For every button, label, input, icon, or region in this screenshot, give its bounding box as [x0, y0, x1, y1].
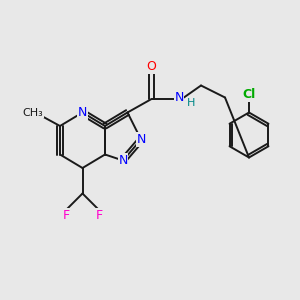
Text: O: O [147, 60, 156, 74]
Text: H: H [187, 98, 195, 108]
Text: Cl: Cl [242, 88, 256, 101]
Text: F: F [95, 209, 103, 222]
Text: N: N [78, 106, 87, 119]
Text: CH₃: CH₃ [22, 107, 44, 118]
Text: N: N [136, 133, 146, 146]
Text: N: N [174, 91, 184, 104]
Text: F: F [62, 209, 70, 222]
Text: N: N [118, 154, 128, 167]
